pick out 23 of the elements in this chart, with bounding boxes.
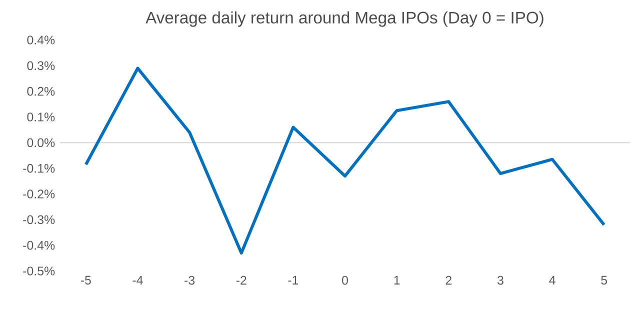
y-tick-label: -0.4% <box>23 240 55 250</box>
y-tick-label: -0.5% <box>23 266 55 276</box>
y-tick-label: -0.3% <box>23 215 55 224</box>
y-tick-label: 0.4% <box>27 36 55 44</box>
line-series <box>84 66 606 255</box>
y-tick-label: -0.1% <box>23 164 55 173</box>
x-tick-label: -4 <box>132 276 143 284</box>
chart-title: Average daily return around Mega IPOs (Day 0 = IPO) <box>146 11 544 27</box>
y-tick-label: 0.0% <box>27 138 55 148</box>
x-tick-label: 0 <box>342 276 348 285</box>
x-tick-label: -3 <box>184 276 195 285</box>
x-tick-label: -5 <box>80 276 91 285</box>
x-tick-label: 1 <box>394 276 400 284</box>
x-tick-label: -1 <box>288 276 298 284</box>
x-tick-label: 5 <box>601 276 608 285</box>
x-tick-label: 4 <box>549 276 556 284</box>
y-tick-label: 0.2% <box>27 86 55 96</box>
x-tick-label: 2 <box>446 276 452 285</box>
x-tick-label: -2 <box>236 276 246 285</box>
y-tick-label: 0.3% <box>27 61 55 70</box>
y-tick-label: -0.2% <box>23 190 55 198</box>
x-tick-label: 3 <box>497 276 504 285</box>
y-tick-label: 0.1% <box>27 112 55 122</box>
